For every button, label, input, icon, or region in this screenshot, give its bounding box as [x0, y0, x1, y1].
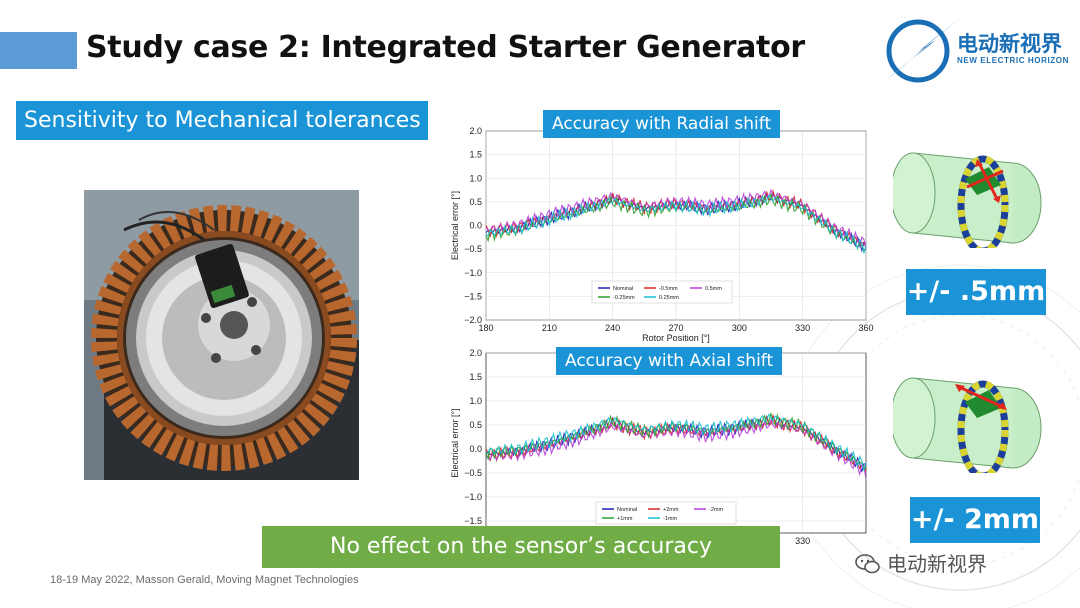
radial-chart-title: Accuracy with Radial shift — [543, 110, 781, 138]
y-tick-label: 0.5 — [469, 197, 482, 207]
y-tick-label: −1.5 — [464, 516, 482, 526]
x-tick-label: 300 — [732, 323, 747, 333]
series-line--0.5mm — [485, 189, 867, 249]
axial-shift-illustration — [893, 377, 1042, 473]
y-tick-label: 1.0 — [469, 396, 482, 406]
legend-entry: Nominal — [613, 286, 633, 292]
sensitivity-label: Sensitivity to Mechanical tolerances — [16, 101, 428, 140]
legend-entry: 0.5mm — [705, 286, 722, 292]
y-tick-label: −0.5 — [464, 244, 482, 254]
y-tick-label: 1.0 — [469, 173, 482, 183]
series-line--1mm — [485, 413, 867, 471]
legend-entry: -1mm — [663, 516, 677, 522]
title-accent-bar — [0, 32, 77, 69]
legend-box — [591, 280, 733, 304]
x-tick-label: 360 — [858, 323, 873, 333]
legend-entry: -0.25mm — [613, 295, 635, 301]
starter-generator-photo — [84, 190, 359, 480]
radial-tolerance-label: +/- .5mm — [906, 269, 1046, 315]
axial-shift-chart: 2.0 1.5 1.0 0.5 0.0 −0.5 −1.0 −1.5 330 Electrical… — [450, 348, 867, 544]
x-tick-label: 180 — [478, 323, 493, 333]
y-tick-label: 1.5 — [469, 150, 482, 160]
y-tick-label: 0.0 — [469, 221, 482, 231]
legend-entry: Nominal — [617, 507, 637, 513]
y-tick-label: 0.0 — [469, 444, 482, 454]
y-tick-label: 1.5 — [469, 372, 482, 382]
x-tick-label: 330 — [795, 536, 810, 544]
series-line-0.25mm — [485, 194, 867, 254]
logo-text-en: NEW ELECTRIC HORIZON — [957, 56, 1069, 65]
legend-entry: +2mm — [663, 507, 679, 513]
wechat-icon — [855, 554, 880, 574]
slide-title: Study case 2: Integrated Starter Generat… — [86, 30, 805, 65]
x-tick-label: 270 — [668, 323, 683, 333]
x-tick-label: 330 — [795, 323, 810, 333]
y-tick-label: −1.0 — [464, 268, 482, 278]
y-tick-label: 2.0 — [469, 126, 482, 136]
watermark-text: 电动新视界 — [887, 552, 987, 576]
y-tick-label: −2.0 — [464, 315, 482, 325]
y-axis-label: Electrical error [°] — [450, 408, 460, 477]
y-tick-label: 0.5 — [469, 420, 482, 430]
legend-box — [595, 501, 737, 525]
x-tick-label: 210 — [542, 323, 557, 333]
y-tick-label: −1.5 — [464, 291, 482, 301]
lightning-bolt-icon — [886, 18, 960, 83]
legend-entry: -0.5mm — [659, 286, 678, 292]
y-axis-label: Electrical error [°] — [450, 191, 460, 260]
axial-tolerance-label: +/- 2mm — [910, 497, 1040, 543]
series-line-0.5mm — [485, 188, 867, 250]
x-tick-label: 240 — [605, 323, 620, 333]
conclusion-banner: No effect on the sensor’s accuracy — [262, 526, 780, 568]
y-tick-label: 2.0 — [469, 348, 482, 358]
x-axis-label: Rotor Position [°] — [642, 333, 710, 343]
footer-text: 18-19 May 2022, Masson Gerald, Moving Ma… — [50, 574, 359, 586]
legend-entry: 0.25mm — [659, 295, 679, 301]
watermark: 电动新视界 — [855, 548, 987, 577]
y-tick-label: −1.0 — [464, 492, 482, 502]
legend-entry: -2mm — [709, 507, 723, 513]
axial-chart-title: Accuracy with Axial shift — [556, 347, 783, 375]
y-tick-label: −0.5 — [464, 468, 482, 478]
legend-entry: +1mm — [617, 516, 633, 522]
radial-shift-illustration — [893, 152, 1042, 248]
logo-text-cn: 电动新视界 — [957, 32, 1062, 56]
